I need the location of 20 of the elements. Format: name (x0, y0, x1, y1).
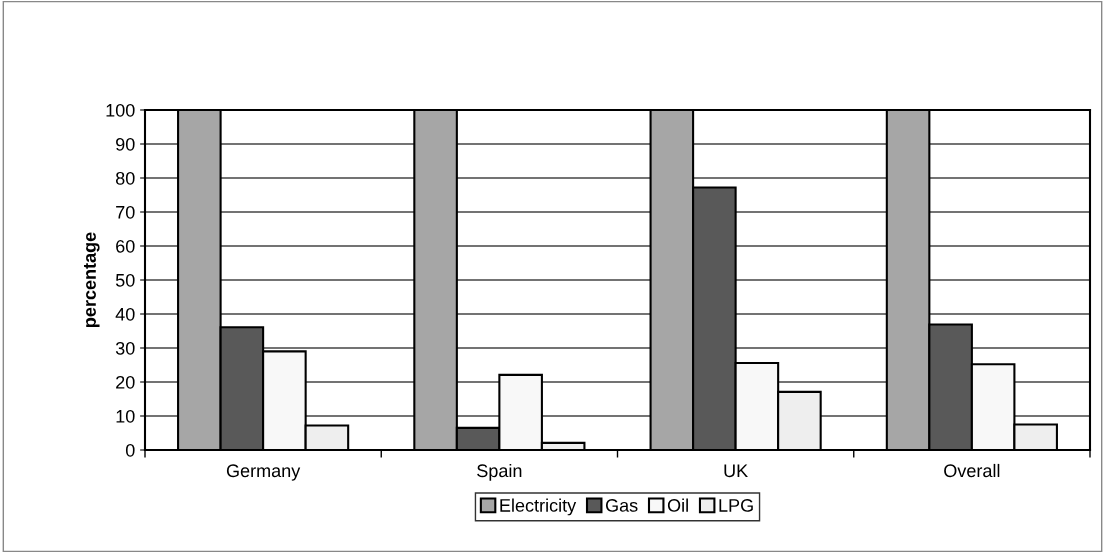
y-tick-label: 0 (125, 443, 135, 457)
y-tick-label: 80 (115, 171, 135, 185)
x-tick-label: UK (724, 464, 748, 478)
legend-label: Electricity (500, 498, 577, 516)
y-tick-label: 60 (116, 239, 135, 253)
y-axis-title: percentage (84, 232, 100, 327)
x-tick-label: Spain (477, 463, 522, 481)
y-tick-label: 90 (116, 137, 135, 151)
y-tick-label: 30 (115, 341, 135, 355)
legend-label: LPG (719, 499, 753, 512)
legend-label: Gas (605, 499, 638, 512)
y-tick-label: 70 (116, 205, 135, 219)
y-tick-label: 50 (115, 273, 135, 287)
x-tick-label: Germany (226, 464, 301, 481)
x-tick-label: Overall (944, 463, 1000, 478)
y-tick-label: 20 (116, 375, 135, 389)
y-tick-label: 100 (106, 103, 135, 117)
legend-label: Oil (667, 498, 688, 512)
y-tick-label: 10 (116, 409, 135, 423)
y-tick-label: 40 (115, 307, 135, 321)
